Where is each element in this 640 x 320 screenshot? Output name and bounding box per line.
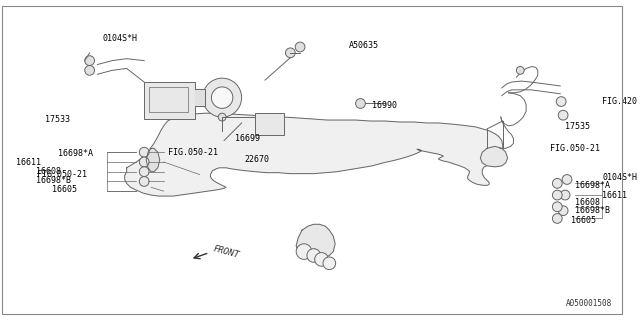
Text: A050001508: A050001508 xyxy=(566,299,612,308)
Text: 16611: 16611 xyxy=(602,191,627,200)
Circle shape xyxy=(560,190,570,200)
Text: 16605: 16605 xyxy=(52,185,77,194)
Circle shape xyxy=(140,147,149,157)
Circle shape xyxy=(218,113,226,121)
Circle shape xyxy=(84,56,95,66)
Text: 16698*A: 16698*A xyxy=(58,149,93,158)
Polygon shape xyxy=(195,89,205,107)
Text: 17533: 17533 xyxy=(45,115,70,124)
Text: 16611: 16611 xyxy=(15,158,40,167)
Circle shape xyxy=(203,78,242,117)
Text: 22670: 22670 xyxy=(244,156,269,164)
Text: 16699: 16699 xyxy=(235,134,260,143)
Text: 16990: 16990 xyxy=(372,101,397,110)
Circle shape xyxy=(552,202,562,212)
Circle shape xyxy=(552,190,562,200)
Text: FIG.050-21: FIG.050-21 xyxy=(168,148,218,157)
Circle shape xyxy=(296,244,312,260)
Circle shape xyxy=(307,249,321,262)
Circle shape xyxy=(140,177,149,186)
Bar xyxy=(149,87,188,112)
Text: 16608: 16608 xyxy=(575,198,600,207)
Text: 16605: 16605 xyxy=(571,216,596,225)
Polygon shape xyxy=(296,224,335,257)
Text: 16698*A: 16698*A xyxy=(575,181,610,190)
Polygon shape xyxy=(481,146,508,167)
Circle shape xyxy=(211,87,233,108)
Circle shape xyxy=(285,48,295,58)
Circle shape xyxy=(558,110,568,120)
Circle shape xyxy=(323,257,335,270)
Circle shape xyxy=(552,179,562,188)
Polygon shape xyxy=(146,148,160,172)
Circle shape xyxy=(356,99,365,108)
Circle shape xyxy=(315,252,328,266)
Circle shape xyxy=(562,175,572,184)
Circle shape xyxy=(295,42,305,52)
Text: 0104S*H: 0104S*H xyxy=(602,173,637,182)
Bar xyxy=(144,82,195,119)
Circle shape xyxy=(140,167,149,177)
Text: 0104S*H: 0104S*H xyxy=(102,34,138,43)
Circle shape xyxy=(84,66,95,75)
Text: A50635: A50635 xyxy=(349,41,379,50)
Text: 16698*B: 16698*B xyxy=(575,206,610,215)
Circle shape xyxy=(556,97,566,107)
Text: 17535: 17535 xyxy=(565,122,590,132)
Circle shape xyxy=(558,206,568,216)
Text: FIG.420: FIG.420 xyxy=(602,97,637,106)
Text: 16608: 16608 xyxy=(36,167,61,176)
Bar xyxy=(255,113,285,135)
Text: FIG.050-21: FIG.050-21 xyxy=(37,170,87,179)
Circle shape xyxy=(516,67,524,74)
Text: FRONT: FRONT xyxy=(212,244,241,260)
Circle shape xyxy=(552,213,562,223)
Text: FIG.050-21: FIG.050-21 xyxy=(550,144,600,153)
Circle shape xyxy=(140,157,149,167)
Text: 16698*B: 16698*B xyxy=(36,176,71,185)
Polygon shape xyxy=(125,113,503,196)
